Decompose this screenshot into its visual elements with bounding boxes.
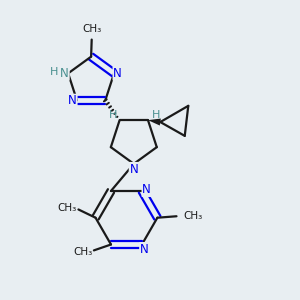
Text: N: N <box>129 163 138 176</box>
Text: N: N <box>140 243 148 256</box>
Text: N: N <box>142 183 151 196</box>
Text: N: N <box>113 67 122 80</box>
Text: H: H <box>50 67 58 77</box>
Text: N: N <box>68 94 77 107</box>
Polygon shape <box>148 118 161 125</box>
Text: H: H <box>109 110 117 120</box>
Text: N: N <box>60 67 69 80</box>
Text: CH₃: CH₃ <box>183 211 202 221</box>
Text: CH₃: CH₃ <box>73 247 92 257</box>
Text: CH₃: CH₃ <box>58 203 77 213</box>
Text: CH₃: CH₃ <box>82 24 101 34</box>
Text: H: H <box>152 110 160 120</box>
